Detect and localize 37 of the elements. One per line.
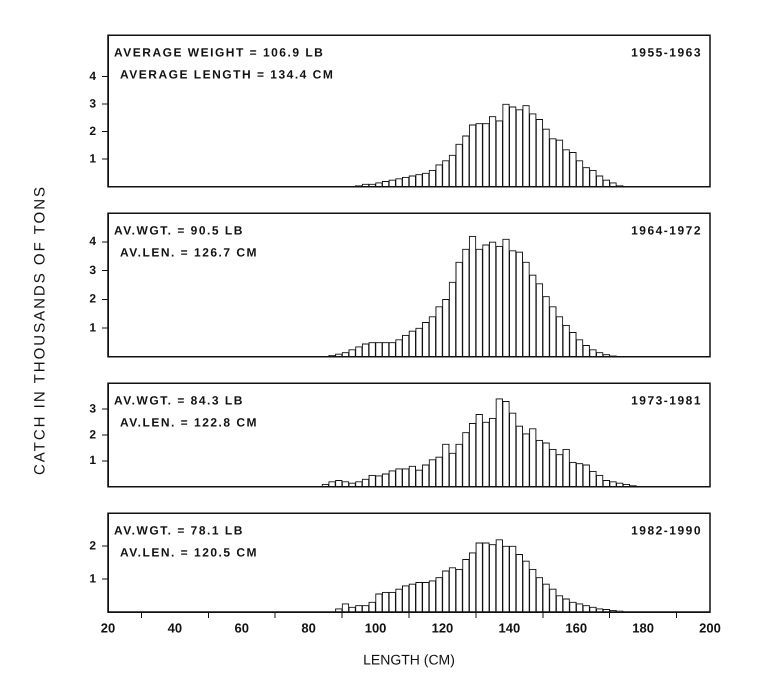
x-tick-label: 20 <box>100 620 116 636</box>
x-tick-label: 40 <box>168 620 182 636</box>
y-tick-label: 3 <box>89 262 96 277</box>
y-tick-label: 1 <box>89 320 96 334</box>
annotation: AV.LEN. = 120.5 CM <box>120 546 258 560</box>
x-tick-label: 140 <box>498 620 520 636</box>
x-axis-title: LENGTH (CM) <box>363 651 455 668</box>
annotation: AVERAGE WEIGHT = 106.9 LB <box>114 46 324 60</box>
annotation: AV.WGT. = 90.5 LB <box>114 224 244 238</box>
y-axis-title: CATCH IN THOUSANDS OF TONS <box>32 184 48 476</box>
annotation: 1973-1981 <box>631 394 702 408</box>
x-tick-label: 200 <box>699 620 721 636</box>
x-tick-label: 180 <box>632 620 654 636</box>
x-tick-label: 80 <box>301 620 316 636</box>
annotation: AV.LEN. = 126.7 CM <box>120 246 258 260</box>
annotation: 1982-1990 <box>631 524 702 538</box>
y-tick-label: 4 <box>89 234 96 248</box>
x-tick-label: 160 <box>565 620 588 636</box>
y-tick-label: 2 <box>89 427 96 442</box>
annotation: AVERAGE LENGTH = 134.4 CM <box>120 68 334 82</box>
y-tick-label: 4 <box>89 68 96 83</box>
y-tick-label: 3 <box>89 96 96 110</box>
y-tick-label: 1 <box>89 453 96 468</box>
y-tick-label: 2 <box>89 292 96 306</box>
y-tick-label: 1 <box>89 571 96 586</box>
y-tick-label: 2 <box>89 124 96 138</box>
y-tick-label: 2 <box>89 538 96 552</box>
annotation: AV.WGT. = 84.3 LB <box>114 394 244 408</box>
x-tick-label: 60 <box>234 620 250 636</box>
y-tick-label: 1 <box>89 152 96 166</box>
annotation: AV.LEN. = 122.8 CM <box>120 416 258 430</box>
y-tick-label: 3 <box>89 401 96 416</box>
annotation: 1964-1972 <box>631 224 702 238</box>
annotation: 1955-1963 <box>631 46 702 60</box>
annotation: AV.WGT. = 78.1 LB <box>114 524 244 538</box>
x-tick-label: 100 <box>364 620 386 636</box>
x-tick-label: 120 <box>432 620 454 636</box>
